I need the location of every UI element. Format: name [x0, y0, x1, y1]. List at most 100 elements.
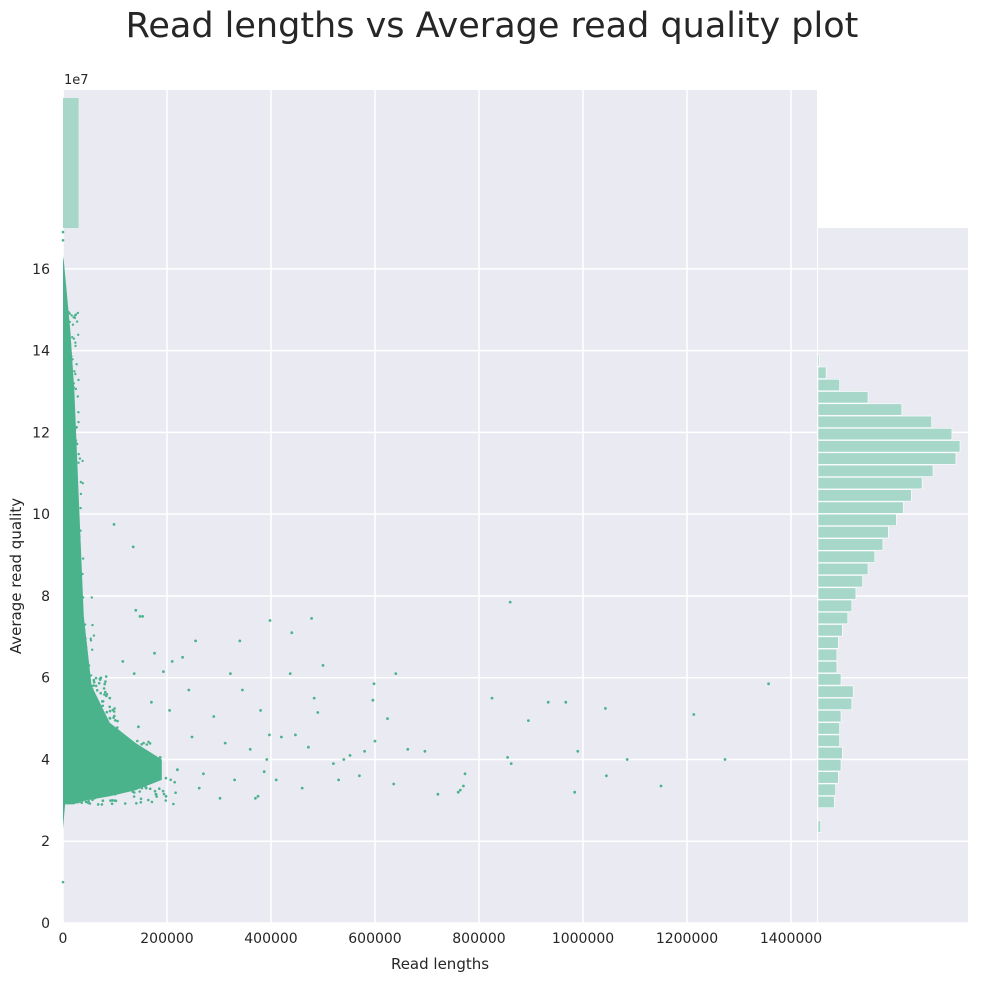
dense-point	[74, 341, 77, 344]
dense-point	[82, 722, 85, 726]
dense-point	[78, 772, 81, 775]
dense-point	[71, 626, 74, 629]
dense-point	[83, 773, 87, 777]
scatter-point	[342, 758, 346, 761]
dense-point	[134, 779, 138, 782]
right-histogram-bar	[817, 489, 912, 502]
dense-point	[121, 779, 124, 782]
dense-point	[72, 494, 76, 498]
dense-point	[61, 230, 65, 234]
dense-point	[69, 475, 73, 479]
dense-point	[91, 697, 95, 700]
dense-point	[141, 780, 144, 784]
dense-point	[75, 745, 79, 748]
dense-point	[88, 791, 91, 795]
dense-point	[81, 736, 85, 739]
dense-point	[78, 535, 81, 538]
dense-point	[71, 491, 74, 494]
dense-point	[77, 601, 81, 604]
dense-point	[75, 706, 78, 709]
dense-point	[90, 713, 94, 716]
x-tick-label: 0	[59, 931, 68, 947]
dense-point	[127, 773, 131, 776]
dense-point	[89, 704, 93, 707]
dense-point	[68, 312, 72, 315]
dense-point	[77, 452, 80, 456]
dense-point	[72, 475, 75, 479]
dense-point	[97, 741, 101, 745]
dense-point	[139, 797, 143, 801]
dense-point	[74, 533, 77, 537]
right-histogram-bar	[817, 697, 853, 710]
right-histogram-bar	[817, 648, 838, 661]
right-histogram-bar	[817, 391, 869, 404]
dense-point	[76, 663, 79, 667]
scatter-point	[659, 784, 663, 788]
top-histogram-background	[63, 90, 817, 228]
dense-point	[149, 764, 153, 768]
dense-point	[78, 754, 82, 758]
right-histogram-bar	[817, 415, 932, 428]
dense-point	[113, 747, 116, 750]
right-histogram-bar	[817, 661, 838, 674]
dense-point	[99, 691, 102, 695]
dense-point	[153, 789, 157, 793]
dense-point	[140, 786, 144, 790]
x-tick-label: 800000	[452, 931, 505, 947]
dense-point	[140, 759, 144, 762]
dense-point	[68, 438, 72, 442]
dense-point	[79, 480, 83, 484]
dense-point	[91, 798, 94, 802]
dense-point	[140, 767, 144, 770]
dense-point	[81, 702, 85, 706]
dense-point	[102, 687, 106, 690]
dense-point	[77, 758, 81, 761]
scatter-point	[767, 682, 770, 686]
dense-point	[174, 791, 177, 794]
scatter-point	[463, 772, 467, 776]
dense-point	[82, 691, 85, 694]
dense-point	[72, 699, 75, 703]
dense-point	[69, 596, 73, 599]
dense-point	[134, 784, 137, 788]
top-histogram-bars	[63, 98, 79, 228]
dense-point	[138, 790, 141, 793]
dense-point	[72, 789, 76, 792]
scatter-point	[268, 733, 271, 737]
dense-point	[78, 652, 81, 655]
dense-point	[72, 732, 75, 736]
scatter-point	[181, 655, 185, 659]
dense-point	[77, 683, 80, 686]
dense-point	[91, 623, 94, 627]
dense-point	[89, 744, 93, 747]
dense-point	[127, 755, 131, 758]
dense-point	[69, 466, 72, 469]
dense-point	[72, 786, 75, 790]
dense-point	[105, 765, 108, 768]
right-histogram-bar	[817, 403, 903, 416]
scatter-point	[509, 762, 513, 765]
dense-point	[69, 471, 72, 474]
dense-point	[69, 352, 73, 355]
scatter-point	[141, 615, 145, 618]
dense-point	[70, 397, 73, 400]
dense-point	[80, 788, 83, 791]
dense-point	[72, 674, 75, 678]
scatter-point	[321, 664, 325, 667]
dense-point	[68, 407, 72, 411]
dense-point	[70, 464, 73, 467]
top-histogram-offset-label: 1e7	[64, 73, 89, 88]
scatter-point	[229, 672, 232, 675]
dense-point	[76, 679, 80, 682]
y-tick-label: 10	[32, 507, 50, 523]
dense-point	[93, 714, 97, 717]
dense-point	[172, 802, 175, 806]
y-axis-ticks: 0 2 4 6 8 10 12 14 16	[32, 262, 50, 932]
dense-point	[92, 634, 96, 637]
dense-point	[71, 323, 75, 326]
dense-point	[123, 802, 127, 805]
dense-point	[95, 760, 98, 763]
scatter-point	[238, 639, 242, 643]
dense-point	[78, 788, 81, 792]
dense-point	[73, 722, 77, 725]
